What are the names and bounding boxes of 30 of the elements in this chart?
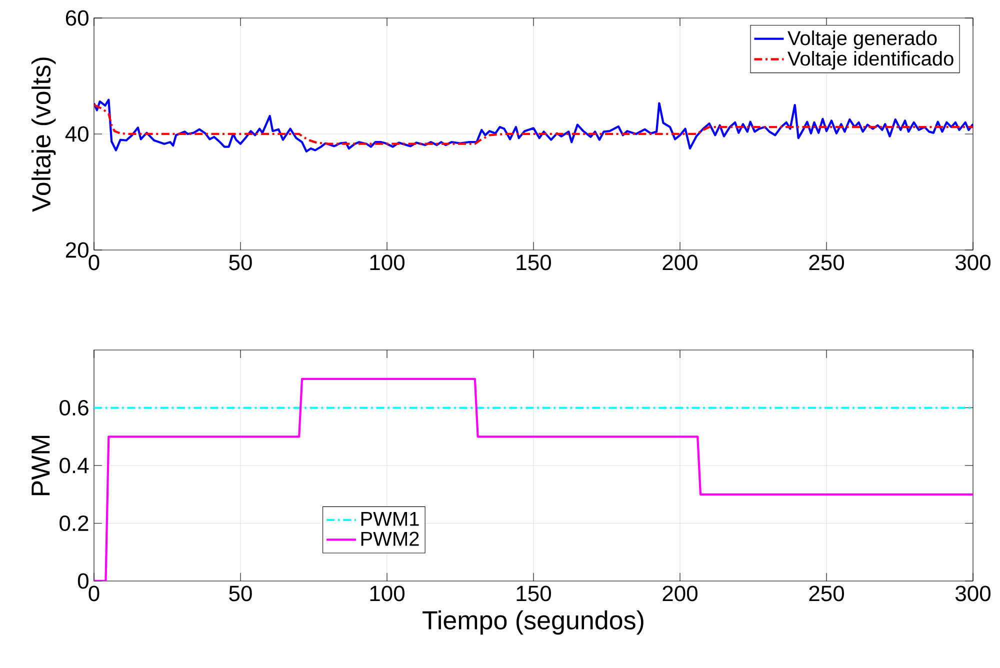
y-tick-label: 20 (66, 242, 88, 258)
line-series (94, 98, 974, 152)
x-tick-label: 150 (516, 586, 551, 602)
y-axis-title: PWM (32, 436, 50, 496)
x-tick-label: 50 (229, 254, 252, 270)
x-tick-label: 300 (955, 254, 990, 270)
x-axis-title: Tiempo (segundos) (422, 610, 644, 635)
x-tick-label: 250 (809, 586, 844, 602)
y-tick-label: 40 (65, 126, 88, 142)
legend-label: Voltaje generado (788, 30, 937, 50)
legend-label: PWM1 (361, 512, 419, 526)
x-tick-label: 100 (370, 586, 404, 602)
y-tick-label: 0 (78, 573, 88, 589)
x-tick-label: 200 (662, 254, 698, 270)
x-tick-label: 150 (516, 254, 551, 270)
x-tick-label: 200 (662, 586, 698, 602)
x-tick-label: 0 (88, 586, 100, 602)
x-tick-label: 0 (88, 254, 100, 270)
x-tick-label: 250 (809, 254, 844, 270)
x-tick-label: 100 (370, 254, 404, 270)
y-tick-label: 60 (66, 10, 88, 26)
x-tick-label: 50 (229, 586, 252, 602)
legend-label: Voltaje identificado (788, 51, 954, 70)
x-tick-label: 300 (955, 586, 990, 602)
legend-label: PWM2 (361, 532, 419, 546)
line-series (94, 104, 974, 145)
y-tick-label: 0.2 (60, 515, 88, 532)
y-axis-title: Voltaje (volts) (31, 58, 56, 212)
y-tick-label: 0.4 (60, 458, 89, 474)
y-tick-label: 0.6 (60, 400, 88, 416)
